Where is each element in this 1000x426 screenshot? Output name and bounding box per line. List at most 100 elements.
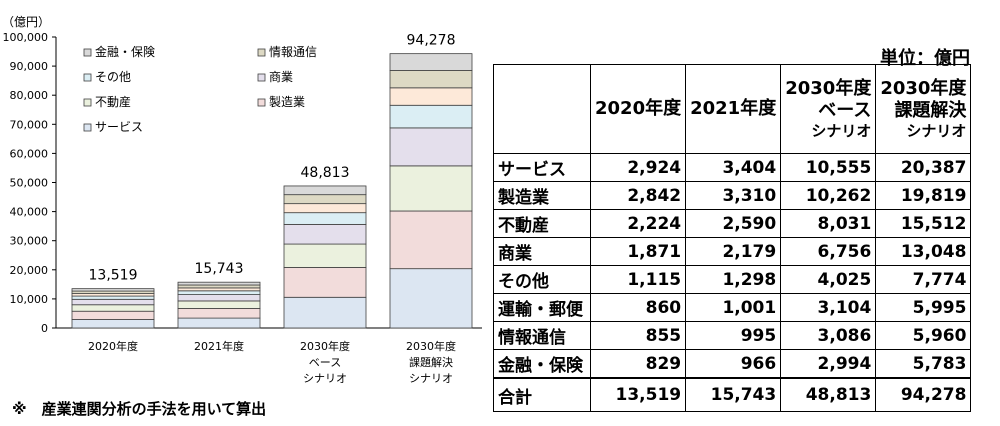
bar-segment [389,127,473,167]
x-tick-label: 2030年度 [300,339,350,353]
bar-segment [71,319,155,329]
table-cell: 3,104 [780,293,877,322]
table-row: 金融・保険 829 966 2,994 5,783 [493,349,972,379]
table-row: 不動産 2,224 2,590 8,031 15,512 [493,209,972,238]
table-header-row: 2020年度 2021年度 2030年度 ベース シナリオ 2030年度 課題解… [493,64,972,154]
bar-segment [389,53,473,71]
bar-segment [71,298,155,306]
y-tick-label: 100,000 [3,31,49,44]
legend-swatch [83,98,92,107]
data-table: 2020年度 2021年度 2030年度 ベース シナリオ 2030年度 課題解… [493,64,972,412]
bar-segment [283,185,367,196]
table-cell: 3,310 [685,181,782,210]
legend-swatch [83,73,92,82]
bar-segment [389,210,473,270]
bar-segment [389,70,473,89]
bar-segment [389,87,473,106]
table-cell: 2,224 [589,209,687,238]
y-tick-label: 20,000 [10,264,49,277]
table-row: 製造業 2,842 3,310 10,262 19,819 [493,181,972,210]
table-row-label: 金融・保険 [493,349,591,379]
y-tick-label: 50,000 [10,177,49,190]
table-cell: 995 [685,321,782,350]
legend-label: サービス [95,120,143,134]
table-cell: 1,871 [589,237,687,266]
bar-segment [283,296,367,329]
table-row: 情報通信 855 995 3,086 5,960 [493,321,972,350]
table-total-row: 合計 13,519 15,743 48,813 94,278 [493,377,972,412]
table-cell: 19,819 [875,181,972,210]
table-cell: 3,404 [685,153,782,182]
legend-label: 商業 [269,69,293,84]
header-line: 2021年度 [690,98,777,120]
table-cell: 855 [589,321,687,350]
table-cell: 4,025 [780,265,877,294]
table-cell: 2,590 [685,209,782,238]
bar-segment [177,317,261,329]
total-label: 48,813 [301,165,350,181]
table-row: 商業 1,871 2,179 6,756 13,048 [493,237,972,266]
bar-segment [389,268,473,329]
table-cell: 2,994 [780,349,877,379]
x-tick-label: ベース [309,356,341,369]
table-row: 運輸・郵便 860 1,001 3,104 5,995 [493,293,972,322]
table-row-label: 合計 [493,377,591,412]
table-row-label: その他 [493,265,591,294]
legend-swatch [257,48,266,57]
table-cell: 8,031 [780,209,877,238]
bar-segment [283,203,367,214]
y-tick-label: 80,000 [10,89,49,102]
table-cell: 2,924 [589,153,687,182]
header-line: 2030年度 [880,78,967,100]
x-tick-label: 課題解決 [409,355,453,369]
bar-segment [283,267,367,298]
legend-swatch [83,123,92,132]
bar-segment [283,212,367,225]
table-row-label: 製造業 [493,181,591,210]
table-row-label: 情報通信 [493,321,591,350]
table-cell: 1,115 [589,265,687,294]
table-row-label: 商業 [493,237,591,266]
total-labels: 13,519 15,743 48,813 94,278 [89,33,456,284]
table-cell: 13,048 [875,237,972,266]
table-cell: 1,001 [685,293,782,322]
x-tick-label: 2030年度 [406,339,456,353]
bars [71,53,473,329]
x-tick-label: シナリオ [303,372,347,385]
x-tick-label: 2020年度 [88,339,138,353]
bar-segment [71,288,155,292]
stacked-bar-chart: （億円） 0 10,000 20,000 30,000 40,000 50,000 60,0… [2,15,482,385]
table-cell: 48,813 [780,377,877,412]
y-tick-label: 90,000 [10,60,49,73]
bar-segment [71,295,155,300]
bar-segment [71,310,155,320]
header-line: 課題解決 [894,100,967,121]
y-tick-label: 40,000 [10,206,49,219]
table-cell: 10,555 [780,153,877,182]
table-unit-label: 単位：億円 [880,48,970,69]
y-axis-unit-label: （億円） [2,15,50,29]
x-tick-label: シナリオ [409,372,453,385]
header-line: シナリオ [906,121,967,140]
table-header-2030-solution: 2030年度 課題解決 シナリオ [875,64,972,154]
bar-segment [177,284,261,289]
header-line: ベース [818,100,872,121]
header-line: シナリオ [811,121,872,140]
legend-label: 情報通信 [269,45,317,59]
y-tick-label: 0 [41,322,48,335]
total-label: 15,743 [195,261,244,277]
table-cell: 860 [589,293,687,322]
y-tick-label: 30,000 [10,235,49,248]
table-cell: 2,179 [685,237,782,266]
bar-segment [177,294,261,302]
y-tick-label: 60,000 [10,147,49,160]
table-row-label: 運輸・郵便 [493,293,591,322]
y-tick-label: 70,000 [10,118,49,131]
header-line: 2030年度 [785,78,872,100]
table-cell: 2,842 [589,181,687,210]
legend-label: 金融・保険 [95,44,155,59]
y-axis: 0 10,000 20,000 30,000 40,000 50,000 60,000 70,… [3,31,482,335]
table-cell: 20,387 [875,153,972,182]
